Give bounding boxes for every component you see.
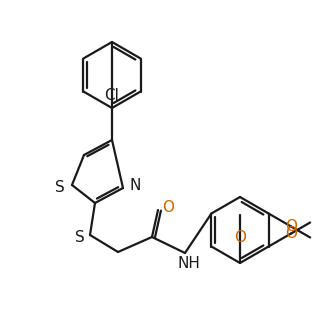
- Text: O: O: [162, 201, 174, 215]
- Text: N: N: [129, 179, 141, 193]
- Text: O: O: [285, 219, 297, 234]
- Text: Cl: Cl: [105, 87, 119, 102]
- Text: S: S: [75, 229, 85, 245]
- Text: O: O: [234, 229, 246, 245]
- Text: NH: NH: [178, 256, 200, 271]
- Text: O: O: [285, 226, 297, 241]
- Text: S: S: [55, 179, 65, 194]
